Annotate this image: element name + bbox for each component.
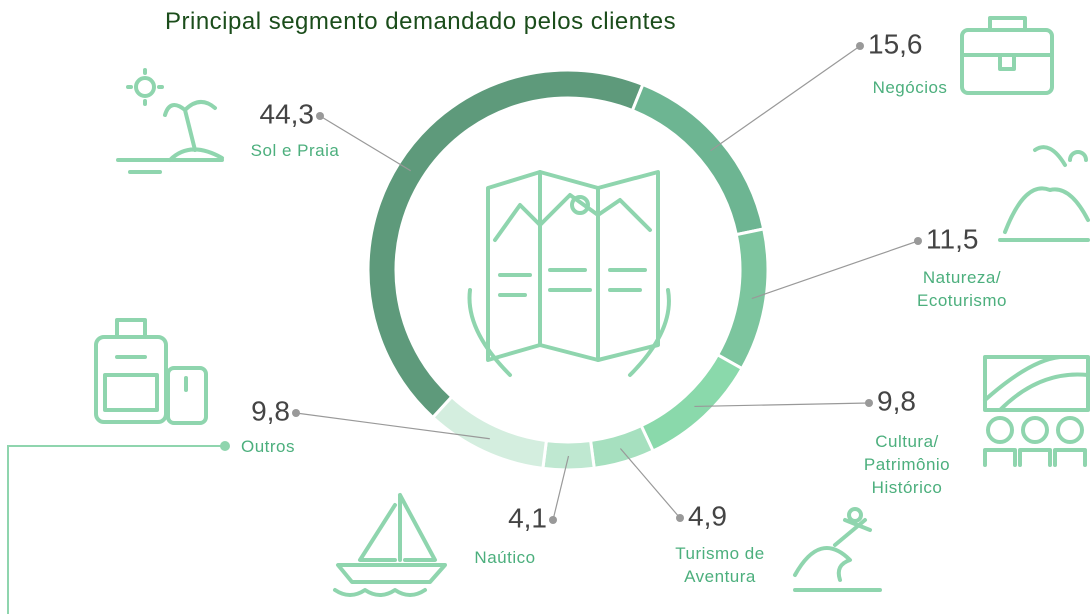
culture-icon <box>983 355 1090 467</box>
leader-line <box>751 240 919 300</box>
leader-line <box>552 455 570 521</box>
value-label: 9,8 <box>877 385 916 416</box>
suitcase-icon <box>94 318 208 425</box>
value-label: 4,1 <box>508 502 547 533</box>
beach-icon <box>116 68 224 174</box>
briefcase-icon <box>960 16 1054 95</box>
leader-dot <box>914 237 922 245</box>
donut-segment <box>715 227 770 371</box>
category-label: Cultura/ Patrimônio Histórico <box>863 432 951 497</box>
leader-dot <box>292 409 300 417</box>
decor-line <box>7 445 225 614</box>
decor-dot <box>220 441 230 451</box>
value-label: 15,6 <box>868 28 923 59</box>
category-label: Natureza/ Ecoturismo <box>916 268 1008 310</box>
value-label: 4,9 <box>688 500 727 531</box>
category-label: Sol e Praia <box>250 141 340 160</box>
donut-segment <box>541 438 596 472</box>
surf-icon <box>793 507 882 592</box>
leader-dot <box>676 514 684 522</box>
value-label: 9,8 <box>251 395 290 426</box>
leader-line <box>319 115 411 172</box>
chart-title: Principal segmento demandado pelos clien… <box>165 8 677 35</box>
category-label: Turismo de Aventura <box>675 544 765 586</box>
leader-line <box>295 412 490 440</box>
leader-dot <box>856 42 864 50</box>
donut-segment <box>630 82 766 237</box>
leader-dot <box>865 399 873 407</box>
leader-line <box>619 448 681 519</box>
category-label: Outros <box>240 437 296 456</box>
category-label: Negócios <box>872 78 948 97</box>
leader-line <box>694 402 870 408</box>
leader-dot <box>316 112 324 120</box>
nature-icon <box>998 145 1090 242</box>
leader-dot <box>549 516 557 524</box>
donut-segment <box>430 394 549 471</box>
value-label: 11,5 <box>926 223 978 254</box>
boat-icon <box>333 493 447 597</box>
value-label: 44,3 <box>260 98 315 129</box>
donut-segment <box>639 352 745 453</box>
map-icon <box>467 170 671 377</box>
leader-line <box>710 45 861 152</box>
category-label: Naútico <box>474 548 536 567</box>
donut-segment <box>366 68 645 420</box>
donut-segment <box>588 423 656 470</box>
